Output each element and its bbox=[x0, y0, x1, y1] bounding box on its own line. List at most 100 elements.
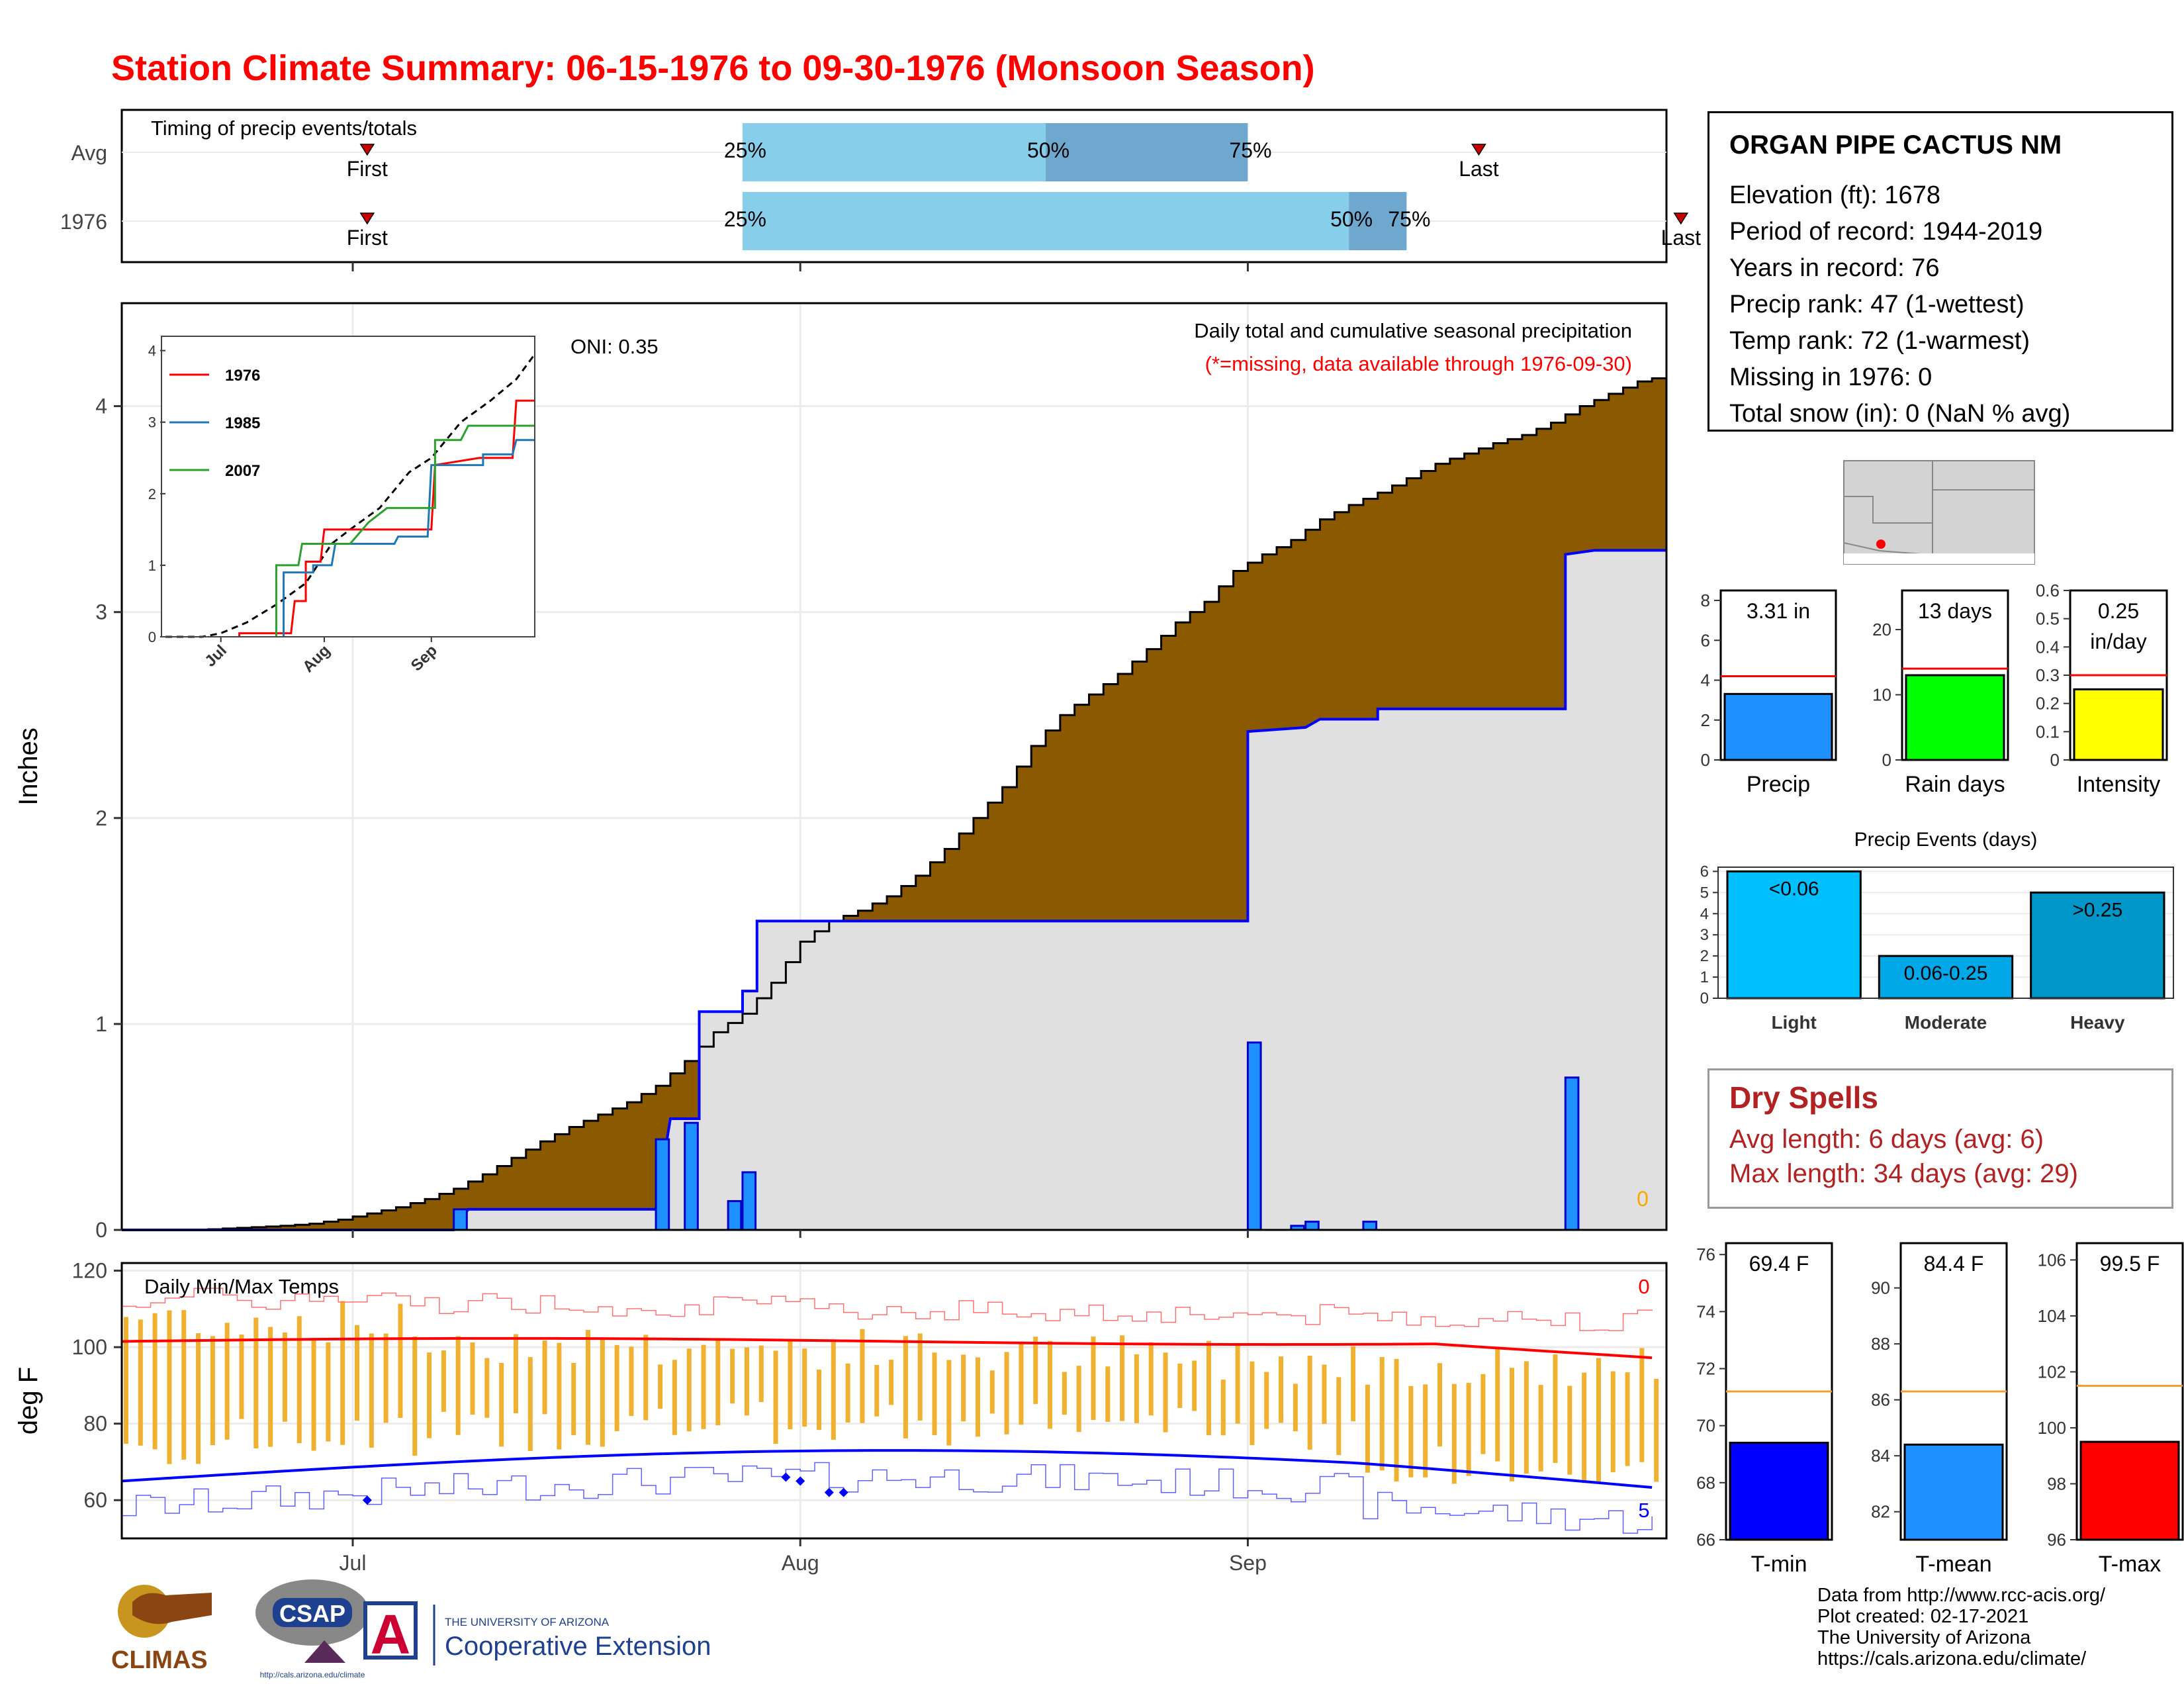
daily-temp-bar bbox=[1206, 1340, 1211, 1436]
timing-panel: Timing of precip events/totals Avg First L… bbox=[60, 109, 1702, 271]
record-low-marker bbox=[824, 1487, 834, 1497]
daily-temp-bar bbox=[138, 1319, 143, 1446]
daily-temp-bar bbox=[1062, 1372, 1067, 1415]
station-info-box: ORGAN PIPE CACTUS NM Elevation (ft): 167… bbox=[1707, 111, 2173, 432]
daily-temp-bar bbox=[1148, 1342, 1154, 1416]
dry-spells-box: Dry Spells Avg length: 6 days (avg: 6) M… bbox=[1707, 1068, 2173, 1209]
daily-temp-bar bbox=[1524, 1361, 1529, 1474]
daily-temp-bar bbox=[1466, 1383, 1471, 1476]
daily-temp-bar bbox=[224, 1323, 230, 1440]
events-category-label: Moderate bbox=[1905, 1012, 1987, 1033]
daily-temp-bar bbox=[1048, 1340, 1053, 1429]
precip-total-ytick-label: 6 bbox=[1701, 630, 1710, 650]
intensity-value-label-2: in/day bbox=[2090, 630, 2146, 653]
intensity-ytick-label: 0.5 bbox=[2036, 609, 2060, 629]
daily-temp-bar bbox=[1394, 1358, 1399, 1481]
timing-bar-q50-q75 bbox=[1349, 192, 1407, 250]
daily-temp-bar bbox=[817, 1369, 822, 1430]
daily-precip-bar bbox=[727, 1199, 743, 1231]
events-category-label: Heavy bbox=[2070, 1012, 2125, 1033]
events-ytick-label: 2 bbox=[1700, 947, 1709, 965]
tmax-avg: 96 98 100 102 104 106 99.5 F T-max bbox=[2038, 1242, 2184, 1577]
inset-line-1985 bbox=[283, 439, 535, 637]
daily-temp-bar bbox=[903, 1336, 908, 1438]
tmean-avg-ytick-label: 90 bbox=[1871, 1278, 1890, 1298]
page-title: Station Climate Summary: 06-15-1976 to 0… bbox=[111, 48, 1315, 88]
events-ytick-label: 3 bbox=[1700, 926, 1709, 944]
daily-temp-bar bbox=[513, 1334, 518, 1414]
intensity-ytick-label: 0.6 bbox=[2036, 581, 2060, 600]
events-ytick-label: 4 bbox=[1700, 905, 1709, 923]
cumulative-chart-title: Daily total and cumulative seasonal prec… bbox=[1194, 319, 1632, 342]
record-low-marker bbox=[362, 1495, 372, 1505]
events-bar-label: <0.06 bbox=[1769, 878, 1819, 900]
daily-temp-bar bbox=[629, 1346, 634, 1417]
daily-temp-bar bbox=[802, 1348, 807, 1427]
daily-temp-bar bbox=[1322, 1364, 1327, 1425]
events-bar bbox=[1878, 955, 2014, 1000]
daily-temp-bar bbox=[946, 1360, 952, 1446]
timing-marker-label: Last bbox=[1661, 226, 1702, 250]
timing-marker-label: Last bbox=[1459, 157, 1499, 181]
events-bar bbox=[1726, 870, 1862, 1000]
daily-precip-bar bbox=[1246, 1041, 1262, 1231]
daily-temp-bar bbox=[1423, 1384, 1428, 1477]
daily-temp-bar bbox=[383, 1333, 388, 1423]
precip-total-bar bbox=[1723, 692, 1833, 761]
tmin-avg-bar bbox=[1729, 1442, 1829, 1541]
daily-temp-bar bbox=[831, 1342, 836, 1440]
daily-temp-bar bbox=[1582, 1372, 1587, 1483]
tmean-avg-ytick-label: 84 bbox=[1871, 1446, 1890, 1466]
daily-temp-bar bbox=[167, 1310, 172, 1464]
daily-temp-bar bbox=[1639, 1348, 1645, 1462]
logos: CLIMAS CSAP http://cals.arizona.edu/clim… bbox=[111, 1579, 711, 1679]
daily-temp-bar bbox=[1510, 1368, 1515, 1481]
inset-line-1976 bbox=[238, 399, 535, 637]
tmax-avg-category-label: T-max bbox=[2099, 1552, 2161, 1577]
tmean-avg-ytick-label: 82 bbox=[1871, 1502, 1890, 1522]
timing-marker bbox=[1673, 212, 1689, 225]
rain-days-bar bbox=[1905, 674, 2005, 761]
daily-temp-bar bbox=[730, 1348, 735, 1404]
intensity-ytick-label: 0 bbox=[2050, 750, 2060, 770]
timing-marker bbox=[359, 144, 375, 156]
daily-temp-bar bbox=[1567, 1385, 1572, 1475]
tmax-avg-ytick-label: 106 bbox=[2038, 1250, 2066, 1270]
credits-line-2: Plot created: 02-17-2021 bbox=[1817, 1606, 2029, 1627]
station-missing: Missing in 1976: 0 bbox=[1729, 363, 1933, 391]
tmean-avg-category-label: T-mean bbox=[1915, 1552, 1991, 1577]
daily-temp-bar bbox=[1220, 1380, 1226, 1436]
credits: Data from http://www.rcc-acis.org/ Plot … bbox=[1817, 1585, 2105, 1669]
intensity-ytick-label: 0.1 bbox=[2036, 722, 2060, 741]
daily-temp-bar bbox=[1134, 1354, 1139, 1424]
intensity-ytick-label: 0.4 bbox=[2036, 637, 2060, 657]
daily-temp-bar bbox=[1279, 1356, 1284, 1423]
inset-ytick-label: 4 bbox=[148, 343, 156, 359]
tmin-avg-ytick-label: 70 bbox=[1696, 1416, 1715, 1436]
intensity-category-label: Intensity bbox=[2077, 772, 2161, 797]
tmin-avg-ytick-label: 68 bbox=[1696, 1473, 1715, 1493]
inset-ytick-label: 1 bbox=[148, 557, 156, 574]
daily-temp-bar bbox=[542, 1340, 547, 1415]
tmean-avg-bar bbox=[1903, 1443, 2004, 1541]
daily-temp-bar bbox=[1235, 1344, 1240, 1424]
daily-temp-bar bbox=[557, 1342, 562, 1450]
daily-temp-bar bbox=[1480, 1374, 1486, 1454]
tmax-avg-ytick-label: 98 bbox=[2047, 1474, 2066, 1493]
dry-spells-title: Dry Spells bbox=[1729, 1080, 1878, 1115]
daily-temp-bar bbox=[614, 1344, 619, 1432]
temp-ytick-label: 120 bbox=[72, 1259, 107, 1283]
temp-xtick-label: Aug bbox=[782, 1551, 819, 1575]
tmin-avg: 66 68 70 72 74 76 69.4 F T-min bbox=[1696, 1242, 1833, 1577]
inset-ytick-label: 2 bbox=[148, 486, 156, 502]
record-high-line bbox=[122, 1288, 1653, 1331]
daily-temp-bar bbox=[470, 1342, 475, 1415]
daily-temp-bar bbox=[412, 1336, 418, 1456]
ua-line-2: Cooperative Extension bbox=[445, 1632, 711, 1661]
daily-temp-bar bbox=[686, 1348, 692, 1432]
daily-temp-bar bbox=[932, 1352, 937, 1436]
precip-total-category-label: Precip bbox=[1747, 772, 1810, 797]
daily-temp-bar bbox=[1351, 1346, 1356, 1422]
